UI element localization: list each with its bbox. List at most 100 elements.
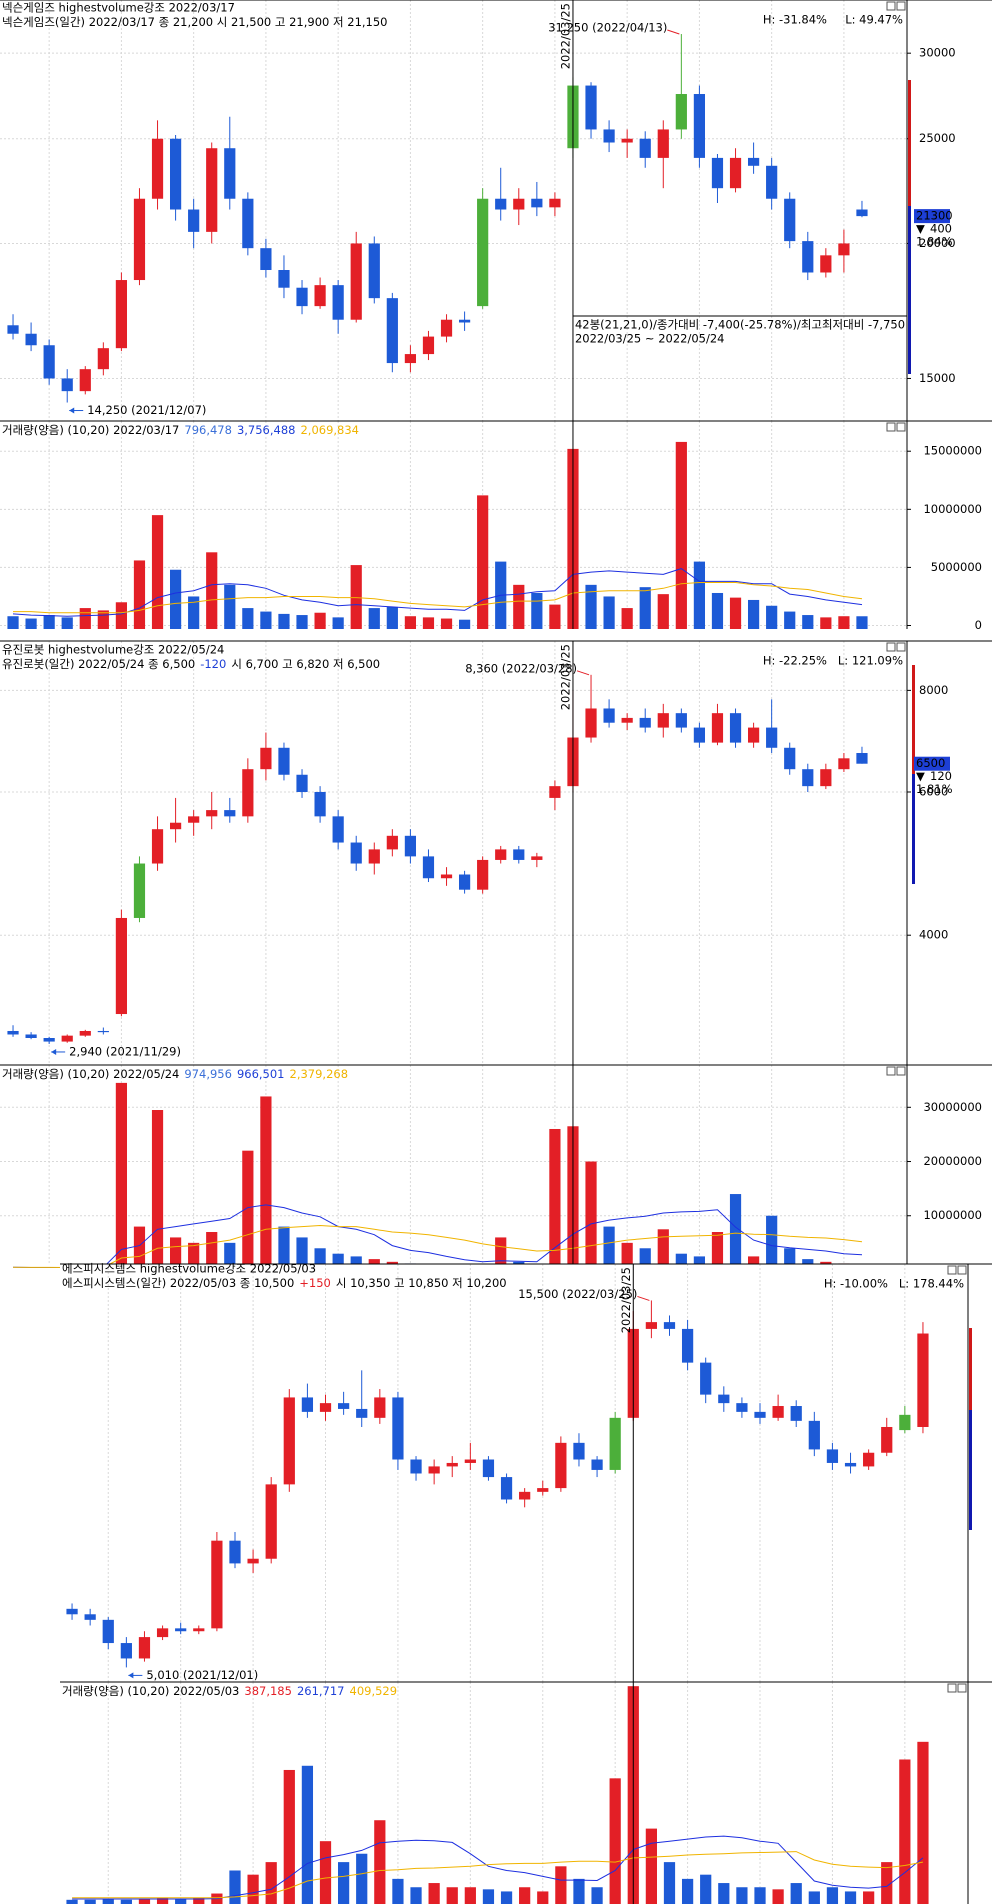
volume-bar [133,560,146,629]
candle-body [169,822,182,830]
candle-body [206,810,218,817]
y-tick-label: 10000000 [923,502,982,516]
y-tick-label: 4000 [919,928,948,942]
volume-bar [446,1887,458,1904]
candle-body [97,348,109,370]
window-button[interactable] [947,1683,957,1693]
candle-body [25,333,37,346]
volume-bar [513,1261,525,1264]
y-tick-label: 15000000 [923,444,982,458]
volume-bar [120,1899,132,1904]
window-button[interactable] [886,1066,896,1076]
candle-body [440,319,453,337]
candle-body [700,1362,712,1395]
range-label: L: 178.44% [899,1277,964,1291]
candle-body [422,336,435,355]
stock-panel: 4000 6000 8000 10000000 20000000 30000000 2022… [0,640,992,1268]
volume-bar [736,1887,748,1904]
candle-body [138,1637,151,1659]
window-button[interactable] [957,1683,967,1693]
volume-bar [537,1891,549,1904]
candle-body [603,708,615,723]
window-button[interactable] [896,422,906,432]
candle-body [711,157,724,189]
window-button[interactable] [896,1066,906,1076]
volume-bar [784,611,796,629]
window-button[interactable] [886,642,896,652]
volume-bar [621,608,633,629]
volume-bar [169,1237,182,1264]
candle-body [802,769,814,787]
candle-body [573,1442,585,1460]
volume-bar [899,1759,911,1904]
candle-body [531,856,543,860]
panel-background [0,0,992,629]
price-box-change: 120 [930,769,952,783]
window-button[interactable] [896,642,906,652]
volume-bar [404,616,417,629]
volume-bar [482,1889,495,1904]
window-button[interactable] [886,1,896,11]
candle-body [531,198,543,208]
volume-bar [863,1891,875,1904]
volume-bar [242,608,254,629]
candle-body [747,157,760,166]
volume-bar [609,1778,621,1904]
volume-title: 거래량(양음) (10,20) 2022/05/03 387,185 261,717… [62,1684,397,1698]
volume-bar [555,1866,567,1904]
candle-body [79,1030,91,1036]
volume-bar [458,619,471,629]
stock-panel: 15000 20000 25000 30000 0 5000000 10000000 1500… [0,0,992,632]
volume-bar [693,561,706,629]
candle-body [115,280,128,349]
price-box-price: 6500 [916,756,945,770]
candle-body [102,1619,114,1644]
candle-body [224,148,236,199]
candle-body [206,148,218,232]
volume-bar [332,617,344,629]
candle-body [386,835,398,850]
volume-bar [79,608,91,629]
window-button[interactable] [957,1265,967,1275]
chart-subtitle: 에스피시스템스(일간) 2022/05/03 종 10,500 +150 시 10,… [62,1276,507,1290]
range-label: L: 49.47% [845,13,903,27]
volume-bar [477,495,489,629]
candle-body [260,248,272,271]
candle-body [675,94,687,130]
y-tick-label: 20000000 [923,1154,982,1168]
volume-bar [519,1887,531,1904]
window-button[interactable] [947,1265,957,1275]
candle-body [25,1034,37,1039]
window-button[interactable] [886,422,896,432]
volume-bar [151,1110,164,1264]
volume-bar [603,1226,615,1264]
candle-body [283,1397,295,1485]
volume-bar [820,1261,832,1264]
high-arrow [637,1295,650,1301]
candle-body [621,717,633,723]
volume-bar [175,1898,187,1904]
candle-body [350,243,362,320]
y-tick-label: 10000000 [923,1208,982,1222]
volume-bar [711,592,724,629]
candle-body [301,1397,314,1412]
volume-bar [151,515,164,629]
volume-bar [802,615,814,629]
volume-bar [639,587,651,629]
volume-stat: 3,756,488 [237,423,296,437]
window-button[interactable] [896,1,906,11]
y-tick-label: 5000000 [931,560,982,574]
candle-body [729,713,742,743]
candle-body [555,1442,567,1489]
position-bar-down [912,774,915,884]
volume-bar [826,1887,839,1904]
candle-body [356,1408,368,1418]
volume-bar [350,565,362,629]
volume-bar [301,1765,314,1904]
volume-stat: 796,478 [184,423,232,437]
candle-body [482,1459,495,1478]
volume-bar [784,1248,796,1264]
candle-body [519,1491,531,1500]
volume-bar [772,1889,784,1904]
candle-body [657,129,669,158]
